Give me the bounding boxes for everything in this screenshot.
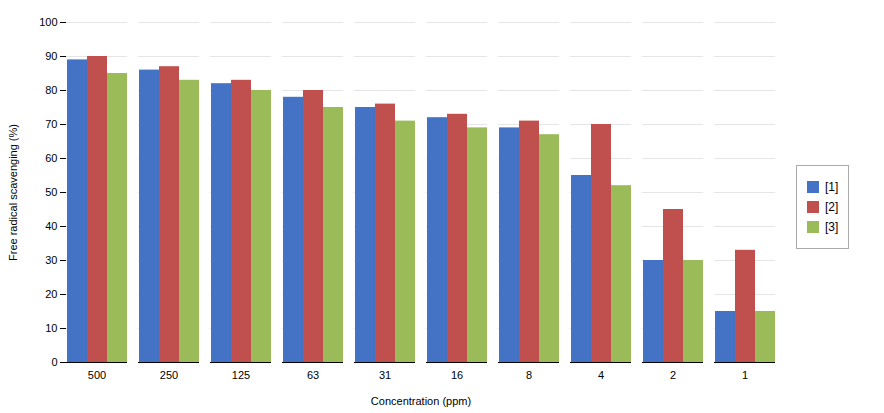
svg-text:2: 2 [670, 369, 676, 381]
svg-text:Concentration (ppm): Concentration (ppm) [371, 394, 471, 406]
svg-text:125: 125 [232, 369, 250, 381]
svg-text:31: 31 [379, 369, 391, 381]
svg-text:80: 80 [45, 84, 57, 96]
svg-text:70: 70 [45, 118, 57, 130]
svg-text:16: 16 [451, 369, 463, 381]
svg-text:40: 40 [45, 220, 57, 232]
svg-text:Free radical scavenging (%): Free radical scavenging (%) [7, 124, 19, 261]
svg-text:90: 90 [45, 50, 57, 62]
svg-text:63: 63 [307, 369, 319, 381]
svg-text:10: 10 [45, 322, 57, 334]
svg-text:250: 250 [160, 369, 178, 381]
svg-text:20: 20 [45, 288, 57, 300]
svg-text:30: 30 [45, 254, 57, 266]
html-text:[1]: [1] [825, 179, 839, 194]
svg-text:1: 1 [742, 369, 748, 381]
svg-text:4: 4 [598, 369, 604, 381]
svg-text:60: 60 [45, 152, 57, 164]
svg-text:8: 8 [526, 369, 532, 381]
svg-text:50: 50 [45, 186, 57, 198]
svg-text:100: 100 [39, 16, 57, 28]
html-text:[3]: [3] [825, 219, 839, 234]
svg-text:500: 500 [88, 369, 106, 381]
html-text:[2]: [2] [825, 199, 839, 214]
svg-text:0: 0 [51, 356, 57, 368]
